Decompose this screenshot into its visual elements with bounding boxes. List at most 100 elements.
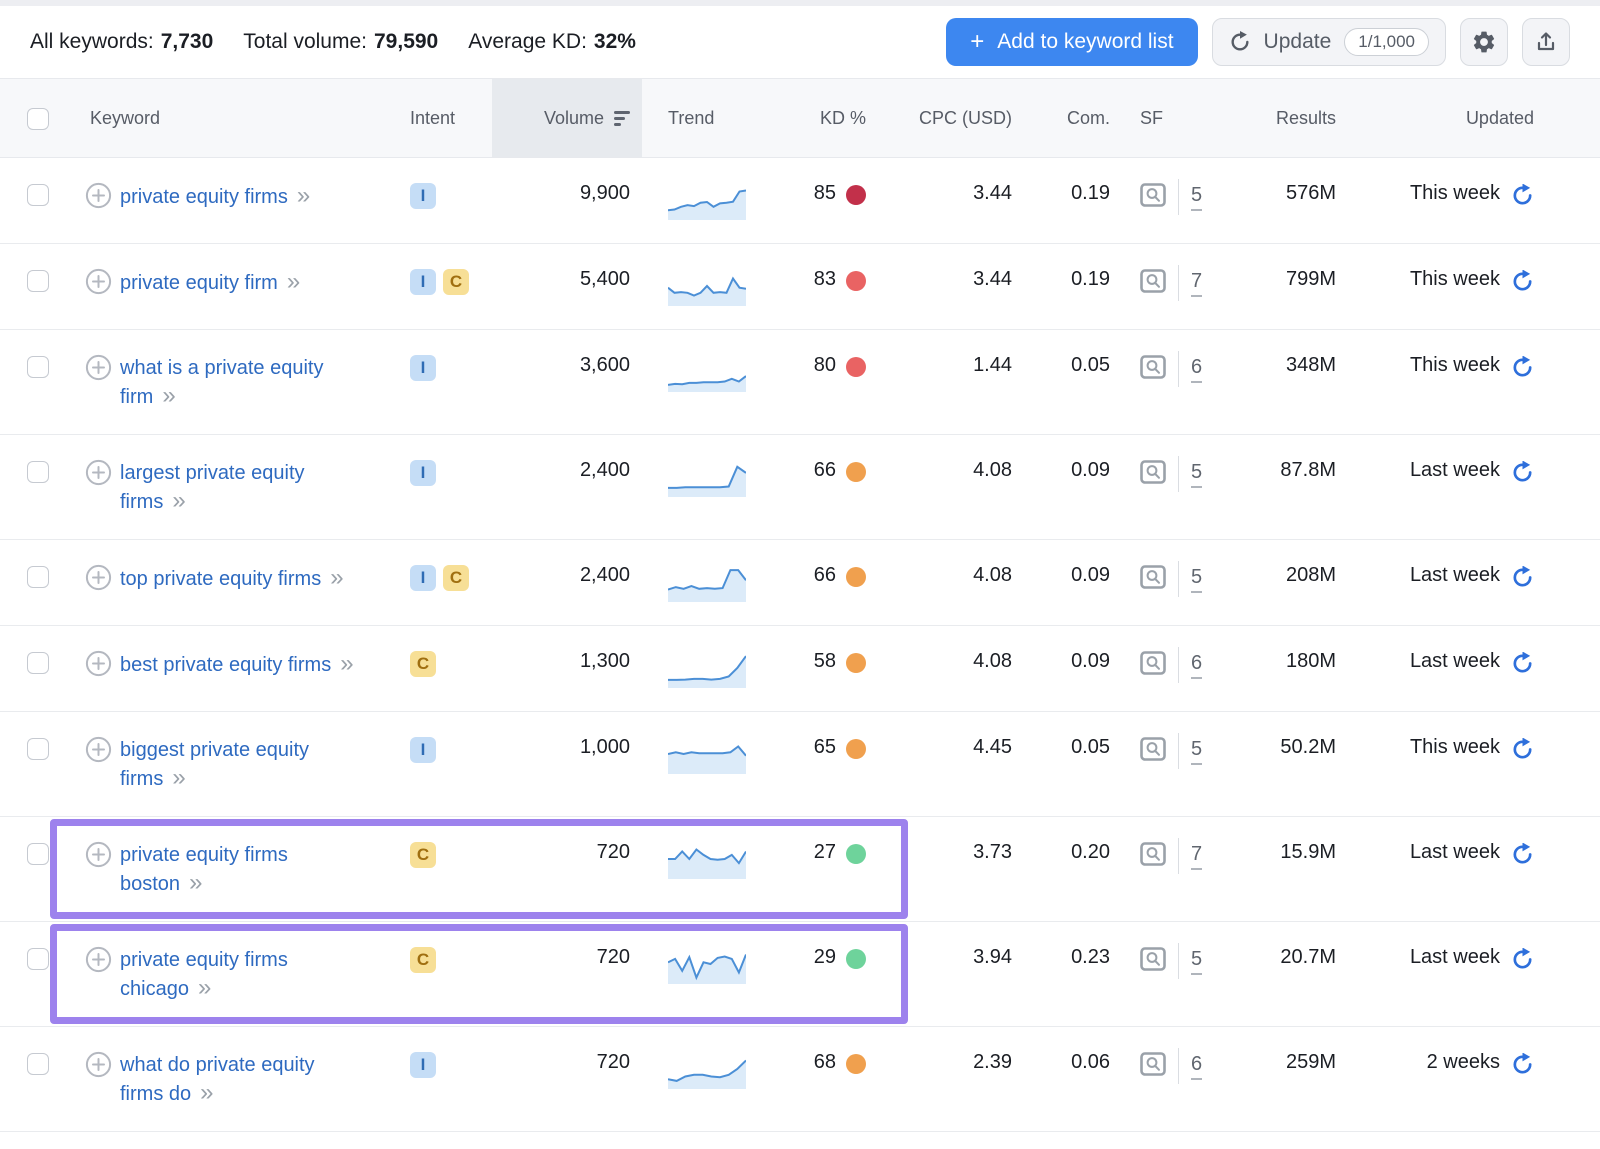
serp-features-icon[interactable] [1140,355,1166,379]
row-checkbox[interactable] [27,461,49,483]
keyword-link[interactable]: best private equity firms [120,654,332,676]
add-keyword-icon[interactable] [85,841,112,868]
expand-keyword-chevron-icon[interactable]: » [330,564,344,591]
export-button[interactable] [1522,18,1570,66]
serp-features-icon[interactable] [1140,737,1166,761]
serp-features-count-link[interactable]: 6 [1191,354,1203,383]
refresh-row-icon[interactable] [1511,652,1534,675]
refresh-row-icon[interactable] [1511,270,1534,293]
serp-features-icon[interactable] [1140,842,1166,866]
add-keyword-icon[interactable] [85,354,112,381]
expand-keyword-chevron-icon[interactable]: » [286,268,301,295]
expand-keyword-chevron-icon[interactable]: » [296,182,311,209]
keyword-link[interactable]: what do private equity firms do [120,1054,315,1105]
keyword-link[interactable]: private equity firms boston [120,844,288,895]
keyword-table-row: what do private equity firms do» I 720 6… [0,1027,1600,1132]
row-checkbox[interactable] [27,738,49,760]
row-checkbox[interactable] [27,1053,49,1075]
intent-badge-i: I [410,1052,436,1078]
competition-value: 0.09 [1071,459,1110,481]
stat-average-kd: Average KD: 32% [468,30,636,54]
expand-keyword-chevron-icon[interactable]: » [162,382,176,409]
serp-features-icon[interactable] [1140,565,1166,589]
average-kd-label: Average KD: [468,30,587,53]
serp-features-icon[interactable] [1140,183,1166,207]
add-keyword-icon[interactable] [85,268,112,295]
keyword-link[interactable]: private equity firm [120,272,278,294]
expand-keyword-chevron-icon[interactable]: » [189,869,203,896]
serp-features-count-link[interactable]: 5 [1191,946,1203,975]
row-checkbox[interactable] [27,948,49,970]
divider [1178,179,1179,215]
row-checkbox[interactable] [27,270,49,292]
column-header-updated[interactable]: Updated [1352,79,1600,157]
row-checkbox[interactable] [27,843,49,865]
expand-keyword-chevron-icon[interactable]: » [172,487,186,514]
row-checkbox[interactable] [27,184,49,206]
add-keyword-icon[interactable] [85,736,112,763]
column-header-com[interactable]: Com. [1022,79,1112,157]
serp-features-count-link[interactable]: 5 [1191,564,1203,593]
serp-features-icon[interactable] [1140,651,1166,675]
column-header-sf[interactable]: SF [1112,79,1212,157]
serp-features-icon[interactable] [1140,269,1166,293]
add-keyword-icon[interactable] [85,1051,112,1078]
column-header-trend[interactable]: Trend [642,79,762,157]
row-checkbox[interactable] [27,652,49,674]
serp-features-count-link[interactable]: 5 [1191,459,1203,488]
add-to-keyword-list-button[interactable]: + Add to keyword list [946,18,1198,66]
serp-features-count-link[interactable]: 5 [1191,736,1203,765]
competition-value: 0.09 [1071,564,1110,586]
refresh-row-icon[interactable] [1511,843,1534,866]
row-checkbox[interactable] [27,356,49,378]
select-all-checkbox[interactable] [27,108,49,130]
serp-features-icon[interactable] [1140,460,1166,484]
keyword-link[interactable]: largest private equity firms [120,462,305,513]
serp-features-count-link[interactable]: 6 [1191,1051,1203,1080]
serp-features-count-link[interactable]: 7 [1191,268,1203,297]
add-keyword-icon[interactable] [85,459,112,486]
refresh-row-icon[interactable] [1511,461,1534,484]
refresh-row-icon[interactable] [1511,184,1534,207]
row-checkbox[interactable] [27,566,49,588]
refresh-row-icon[interactable] [1511,948,1534,971]
add-keyword-icon[interactable] [85,650,112,677]
column-header-cpc[interactable]: CPC (USD) [872,79,1022,157]
serp-features-icon[interactable] [1140,947,1166,971]
volume-value: 2,400 [579,459,630,481]
updated-value: This week [1409,268,1500,290]
expand-keyword-chevron-icon[interactable]: » [197,974,212,1001]
keyword-link[interactable]: private equity firms chicago [120,949,288,1000]
add-keyword-icon[interactable] [85,182,112,209]
add-keyword-icon[interactable] [85,946,112,973]
refresh-row-icon[interactable] [1511,566,1534,589]
refresh-row-icon[interactable] [1511,738,1534,761]
refresh-row-icon[interactable] [1511,1053,1534,1076]
stat-all-keywords: All keywords: 7,730 [30,30,213,54]
expand-keyword-chevron-icon[interactable]: » [340,650,354,677]
column-header-volume[interactable]: Volume [492,79,642,157]
serp-features-count-link[interactable]: 6 [1191,650,1203,679]
updated-value: Last week [1409,459,1500,481]
keyword-link[interactable]: private equity firms [120,186,288,208]
kd-value: 58 [813,650,836,672]
keyword-link[interactable]: top private equity firms [120,568,322,590]
intent-badge-c: C [410,947,436,973]
expand-keyword-chevron-icon[interactable]: » [172,764,186,791]
settings-button[interactable] [1460,18,1508,66]
column-header-results[interactable]: Results [1212,79,1352,157]
update-metrics-button[interactable]: Update 1/1,000 [1211,18,1446,66]
refresh-row-icon[interactable] [1511,356,1534,379]
expand-keyword-chevron-icon[interactable]: » [200,1079,214,1106]
add-keyword-icon[interactable] [85,564,112,591]
kd-difficulty-dot [846,271,866,291]
serp-features-count-link[interactable]: 5 [1191,182,1203,211]
results-value: 180M [1285,650,1336,672]
column-header-kd[interactable]: KD % [762,79,872,157]
keyword-link[interactable]: biggest private equity firms [120,739,310,790]
serp-features-count-link[interactable]: 7 [1191,841,1203,870]
serp-features-icon[interactable] [1140,1052,1166,1076]
column-header-keyword[interactable]: Keyword [72,79,402,157]
keyword-link[interactable]: what is a private equity firm [120,357,324,408]
column-header-intent[interactable]: Intent [402,79,492,157]
